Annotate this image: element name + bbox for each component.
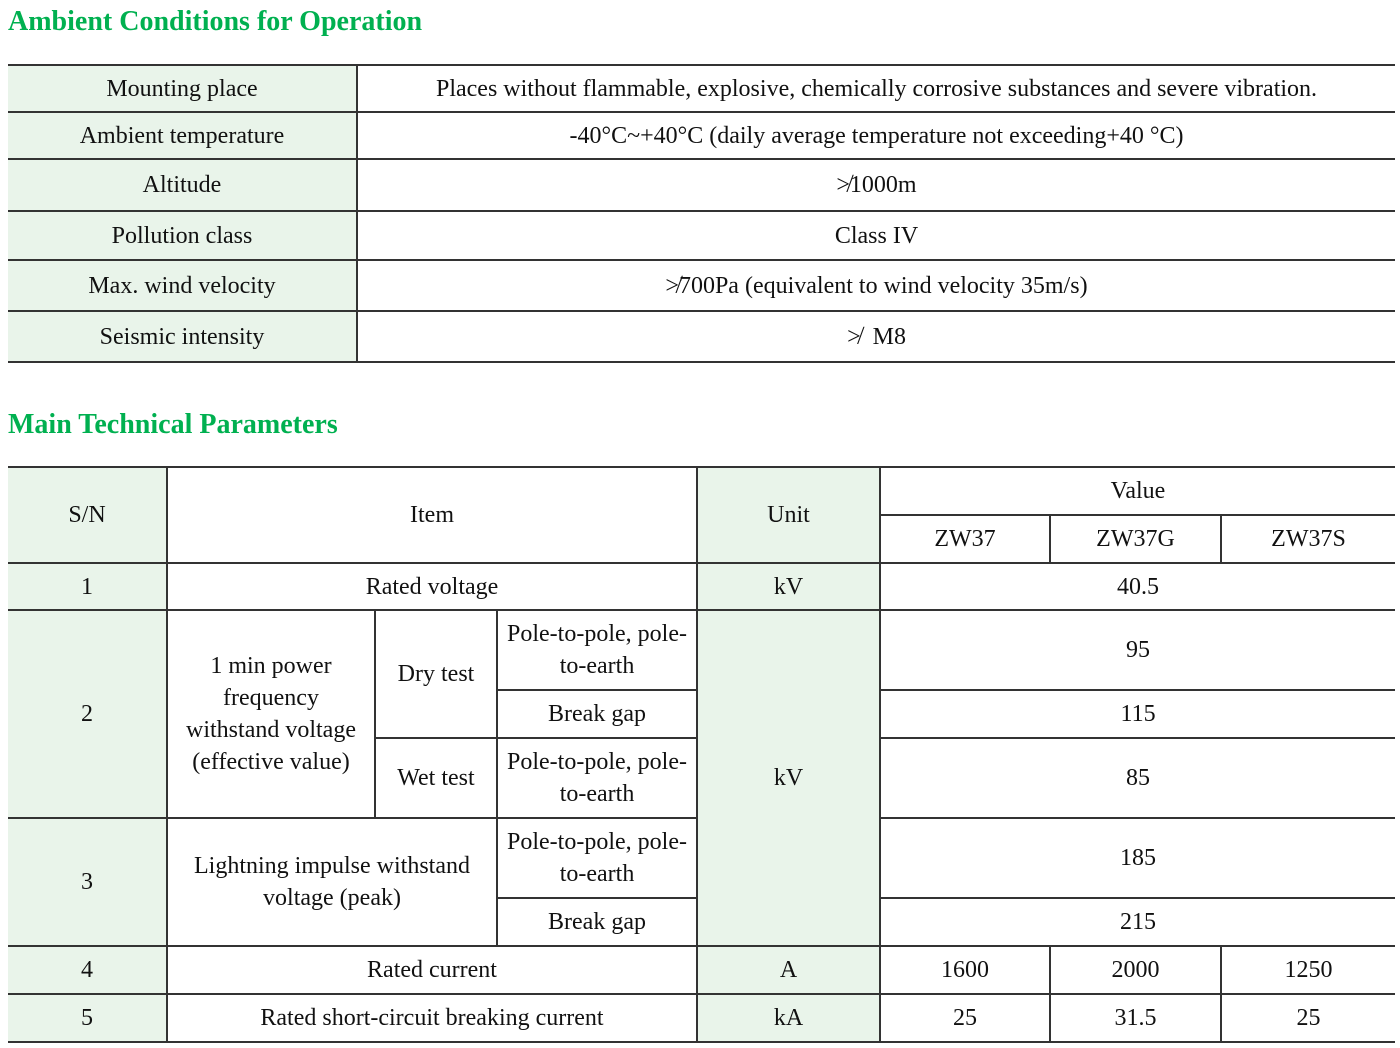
value-cell: 2000 [1049,945,1222,995]
table-row: Mounting place Places without flammable, … [8,64,1395,113]
table-row: Wet test Pole-to-pole, pole-to-earth 85 [8,737,1396,819]
header-row: S/N Item Unit Value [8,466,1396,564]
value-cell: 25 [1219,993,1396,1043]
table-row: Seismic intensity ≯ M8 [8,310,1395,363]
subitem-cell: Pole-to-pole, pole-to-earth [496,737,698,819]
sn-cell: 2 [8,609,168,819]
subitem-cell: Pole-to-pole, pole-to-earth [496,817,698,899]
table-row: 3 Lightning impulse withstand voltage (p… [8,817,1396,947]
item-cell: 1 min power frequency withstand voltage … [166,609,376,819]
item-cell: Lightning impulse withstand voltage (pea… [166,817,498,947]
row-value: -40°C~+40°C (daily average temperature n… [356,111,1395,160]
value-cell: 25 [879,993,1051,1043]
sn-cell: 4 [8,945,168,995]
row-value: ≯700Pa (equivalent to wind velocity 35m/… [356,259,1395,312]
table-row: 1 Rated voltage kV 40.5 [8,562,1396,611]
header-row: ZW37 ZW37G ZW37S [8,514,1396,564]
row-value: ≯ M8 [356,310,1395,363]
value-cell: 115 [878,689,1396,739]
table-row: 4 Rated current A 1600 2000 1250 [8,945,1396,995]
value-cell: 85 [878,737,1396,819]
ambient-conditions-table: Mounting place Places without flammable, … [8,64,1395,363]
technical-parameters-table: S/N Item Unit Value ZW37 ZW37G ZW37S 1 R… [8,466,1396,1043]
table-row: Pollution class Class IV [8,210,1395,261]
item-cell: Rated current [166,945,698,995]
row-label: Mounting place [8,64,358,113]
value-cell: 1600 [879,945,1051,995]
row-label: Max. wind velocity [8,259,358,312]
model-zw37g: ZW37G [1049,514,1222,564]
unit-cell: kV [696,609,881,947]
row-label: Ambient temperature [8,111,358,160]
table-row: Altitude ≯1000m [8,158,1395,212]
row-value: Class IV [356,210,1395,261]
model-zw37: ZW37 [879,514,1051,564]
wet-test-cell: Wet test [375,737,498,819]
unit-cell: A [696,945,881,995]
unit-cell: kV [696,562,881,611]
table-row: Max. wind velocity ≯700Pa (equivalent to … [8,259,1395,312]
row-label: Altitude [8,158,358,212]
table-row: 5 Rated short-circuit breaking current k… [8,993,1396,1043]
model-zw37s: ZW37S [1219,514,1396,564]
dry-test-cell: Dry test [374,609,498,739]
header-value: Value [878,466,1396,516]
table-row: Break gap 115 [8,689,1396,739]
value-cell: 31.5 [1049,993,1222,1043]
table-row: 2 1 min power frequency withstand voltag… [8,609,1396,947]
value-cell: 185 [878,817,1396,899]
value-cell: 1250 [1219,945,1396,995]
sn-cell: 1 [8,562,168,611]
item-cell: Rated short-circuit breaking current [166,993,698,1043]
header-unit: Unit [696,466,881,564]
table-row: Break gap 215 [8,897,1396,947]
subitem-cell: Break gap [497,897,698,947]
item-cell: Rated voltage [166,562,698,611]
header-sn: S/N [8,466,168,564]
sn-cell: 3 [8,817,168,947]
row-label: Seismic intensity [8,310,358,363]
ambient-heading: Ambient Conditions for Operation [8,6,423,37]
subitem-cell: Pole-to-pole, pole-to-earth [496,609,698,691]
row-value: Places without flammable, explosive, che… [356,64,1395,113]
subitem-cell: Break gap [497,689,698,739]
table-row: Ambient temperature -40°C~+40°C (daily av… [8,111,1395,160]
row-value: ≯1000m [356,158,1395,212]
value-cell: 40.5 [878,562,1396,611]
sn-cell: 5 [8,993,168,1043]
row-label: Pollution class [8,210,358,261]
value-cell: 95 [878,609,1396,691]
params-heading: Main Technical Parameters [8,409,338,440]
unit-cell: kA [696,993,881,1043]
value-cell: 215 [878,897,1396,947]
header-item: Item [166,466,698,564]
